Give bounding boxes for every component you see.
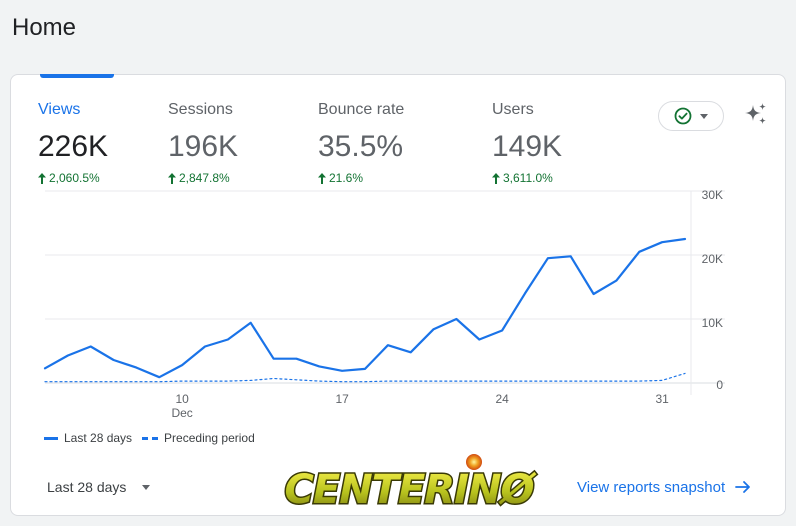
centerino-watermark-logo: CENTERINØ [283,454,539,515]
series-line-preceding-period [44,372,686,383]
metric-label: Bounce rate [318,101,405,118]
legend-label: Preceding period [164,431,255,445]
metric-label: Sessions [168,101,233,118]
metric-change-value: 2,060.5% [49,171,100,185]
legend-item-current: Last 28 days [44,431,132,445]
arrow-up-icon [492,172,500,184]
metric-label: Views [38,101,81,118]
logo-text: CENTERINØ [285,467,537,513]
arrow-up-icon [38,172,46,184]
x-tick-sublabel: Dec [171,406,192,419]
active-tab-indicator [40,74,114,78]
overview-card: Views 226K 2,060.5% Sessions 196K 2,847.… [10,74,786,516]
metric-tab-views[interactable]: Views 226K 2,060.5% [38,101,108,185]
series-line-last-28-days [43,237,687,379]
metric-change-value: 21.6% [329,171,364,185]
metric-change-value: 2,847.8% [179,171,230,185]
page-title: Home [12,14,77,41]
arrow-right-icon [735,481,751,493]
metric-tab-users[interactable]: Users 149K 3,611.0% [492,101,562,185]
data-status-dropdown[interactable] [658,101,724,131]
y-tick-label: 20K [702,252,723,266]
metric-tab-sessions[interactable]: Sessions 196K 2,847.8% [168,101,238,185]
x-tick-label: 10 [175,392,189,406]
chevron-down-icon [700,113,708,119]
metric-change: 3,611.0% [492,171,562,185]
metric-label: Users [492,101,534,118]
chart-legend: Last 28 days Preceding period [44,431,255,445]
check-circle-icon [674,107,692,125]
legend-swatch-solid [44,436,58,440]
views-line-chart: 30K 20K 10K 0 10 Dec 17 24 31 [41,187,751,419]
metric-change: 2,060.5% [38,171,108,185]
metric-change-value: 3,611.0% [503,171,553,185]
metric-value: 35.5% [318,130,404,163]
arrow-up-icon [318,172,326,184]
arrow-up-icon [168,172,176,184]
x-tick-label: 17 [335,392,349,406]
x-tick-label: 31 [655,392,669,406]
sparkle-icon[interactable] [743,102,769,128]
view-reports-snapshot-link[interactable]: View reports snapshot [577,473,751,501]
metric-change: 2,847.8% [168,171,238,185]
legend-label: Last 28 days [64,431,133,445]
y-tick-label: 0 [716,378,723,392]
y-tick-label: 30K [702,188,723,202]
legend-item-preceding: Preceding period [142,431,255,445]
x-tick-label: 24 [495,392,509,406]
metric-value: 226K [38,130,109,163]
snapshot-link-label: View reports snapshot [577,478,726,496]
legend-swatch-dashed [142,436,159,440]
y-tick-label: 10K [702,316,723,330]
date-range-label: Last 28 days [47,479,127,495]
metric-change: 21.6% [318,171,404,185]
metric-value: 149K [492,130,563,163]
metric-value: 196K [168,130,239,163]
metric-tab-bounce-rate[interactable]: Bounce rate 35.5% 21.6% [318,101,404,185]
chevron-down-icon [142,484,151,490]
date-range-dropdown[interactable]: Last 28 days [35,469,162,505]
